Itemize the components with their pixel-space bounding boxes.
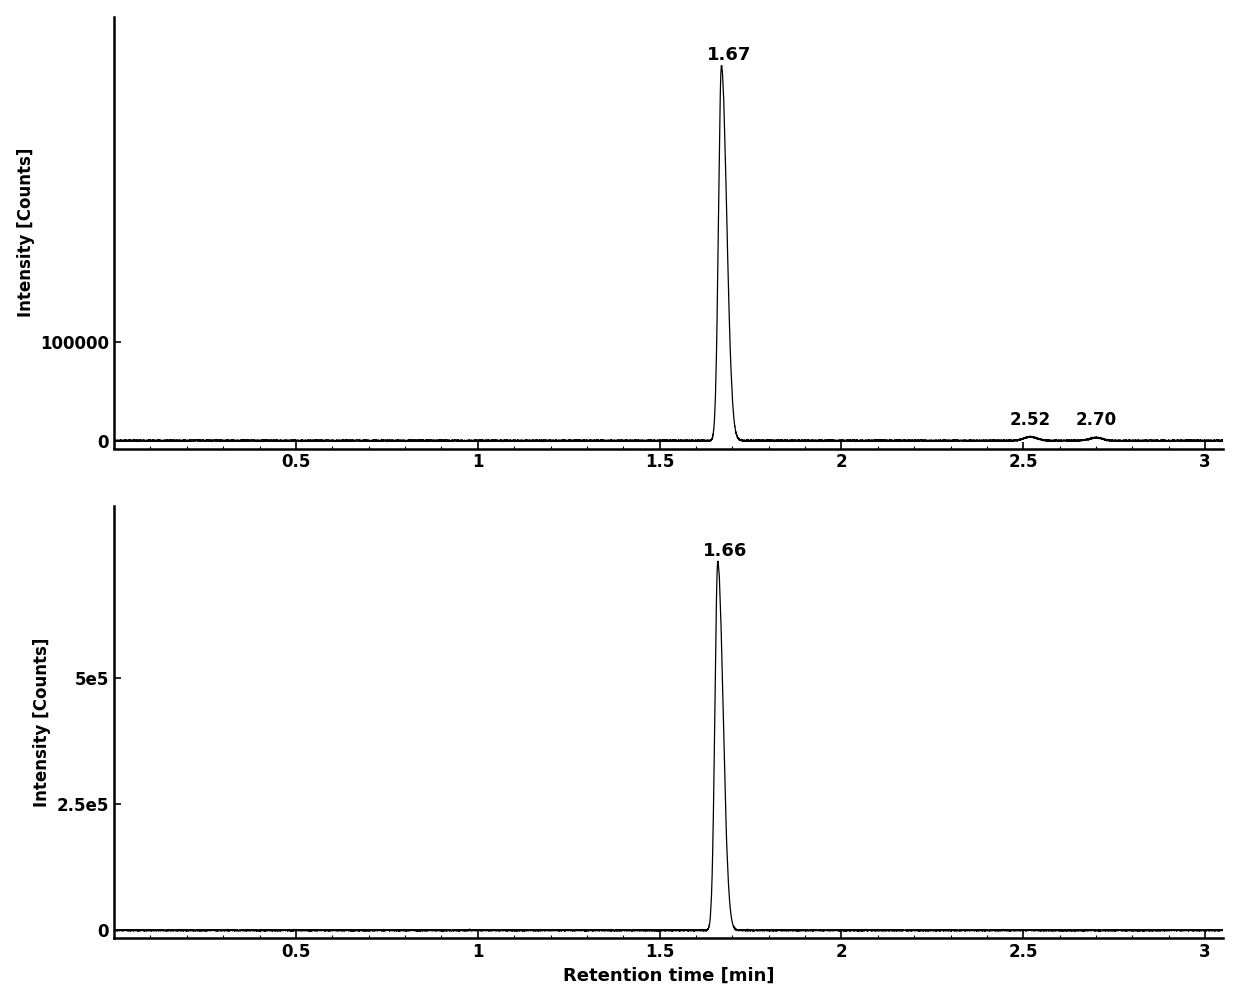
Y-axis label: Intensity [Counts]: Intensity [Counts] xyxy=(16,148,35,317)
Text: 2.70: 2.70 xyxy=(1075,411,1116,429)
Text: 2.52: 2.52 xyxy=(1011,410,1052,428)
Text: 1.67: 1.67 xyxy=(707,46,751,64)
X-axis label: Retention time [min]: Retention time [min] xyxy=(563,966,775,984)
Text: 1.66: 1.66 xyxy=(703,542,748,560)
Y-axis label: Intensity [Counts]: Intensity [Counts] xyxy=(33,638,51,807)
